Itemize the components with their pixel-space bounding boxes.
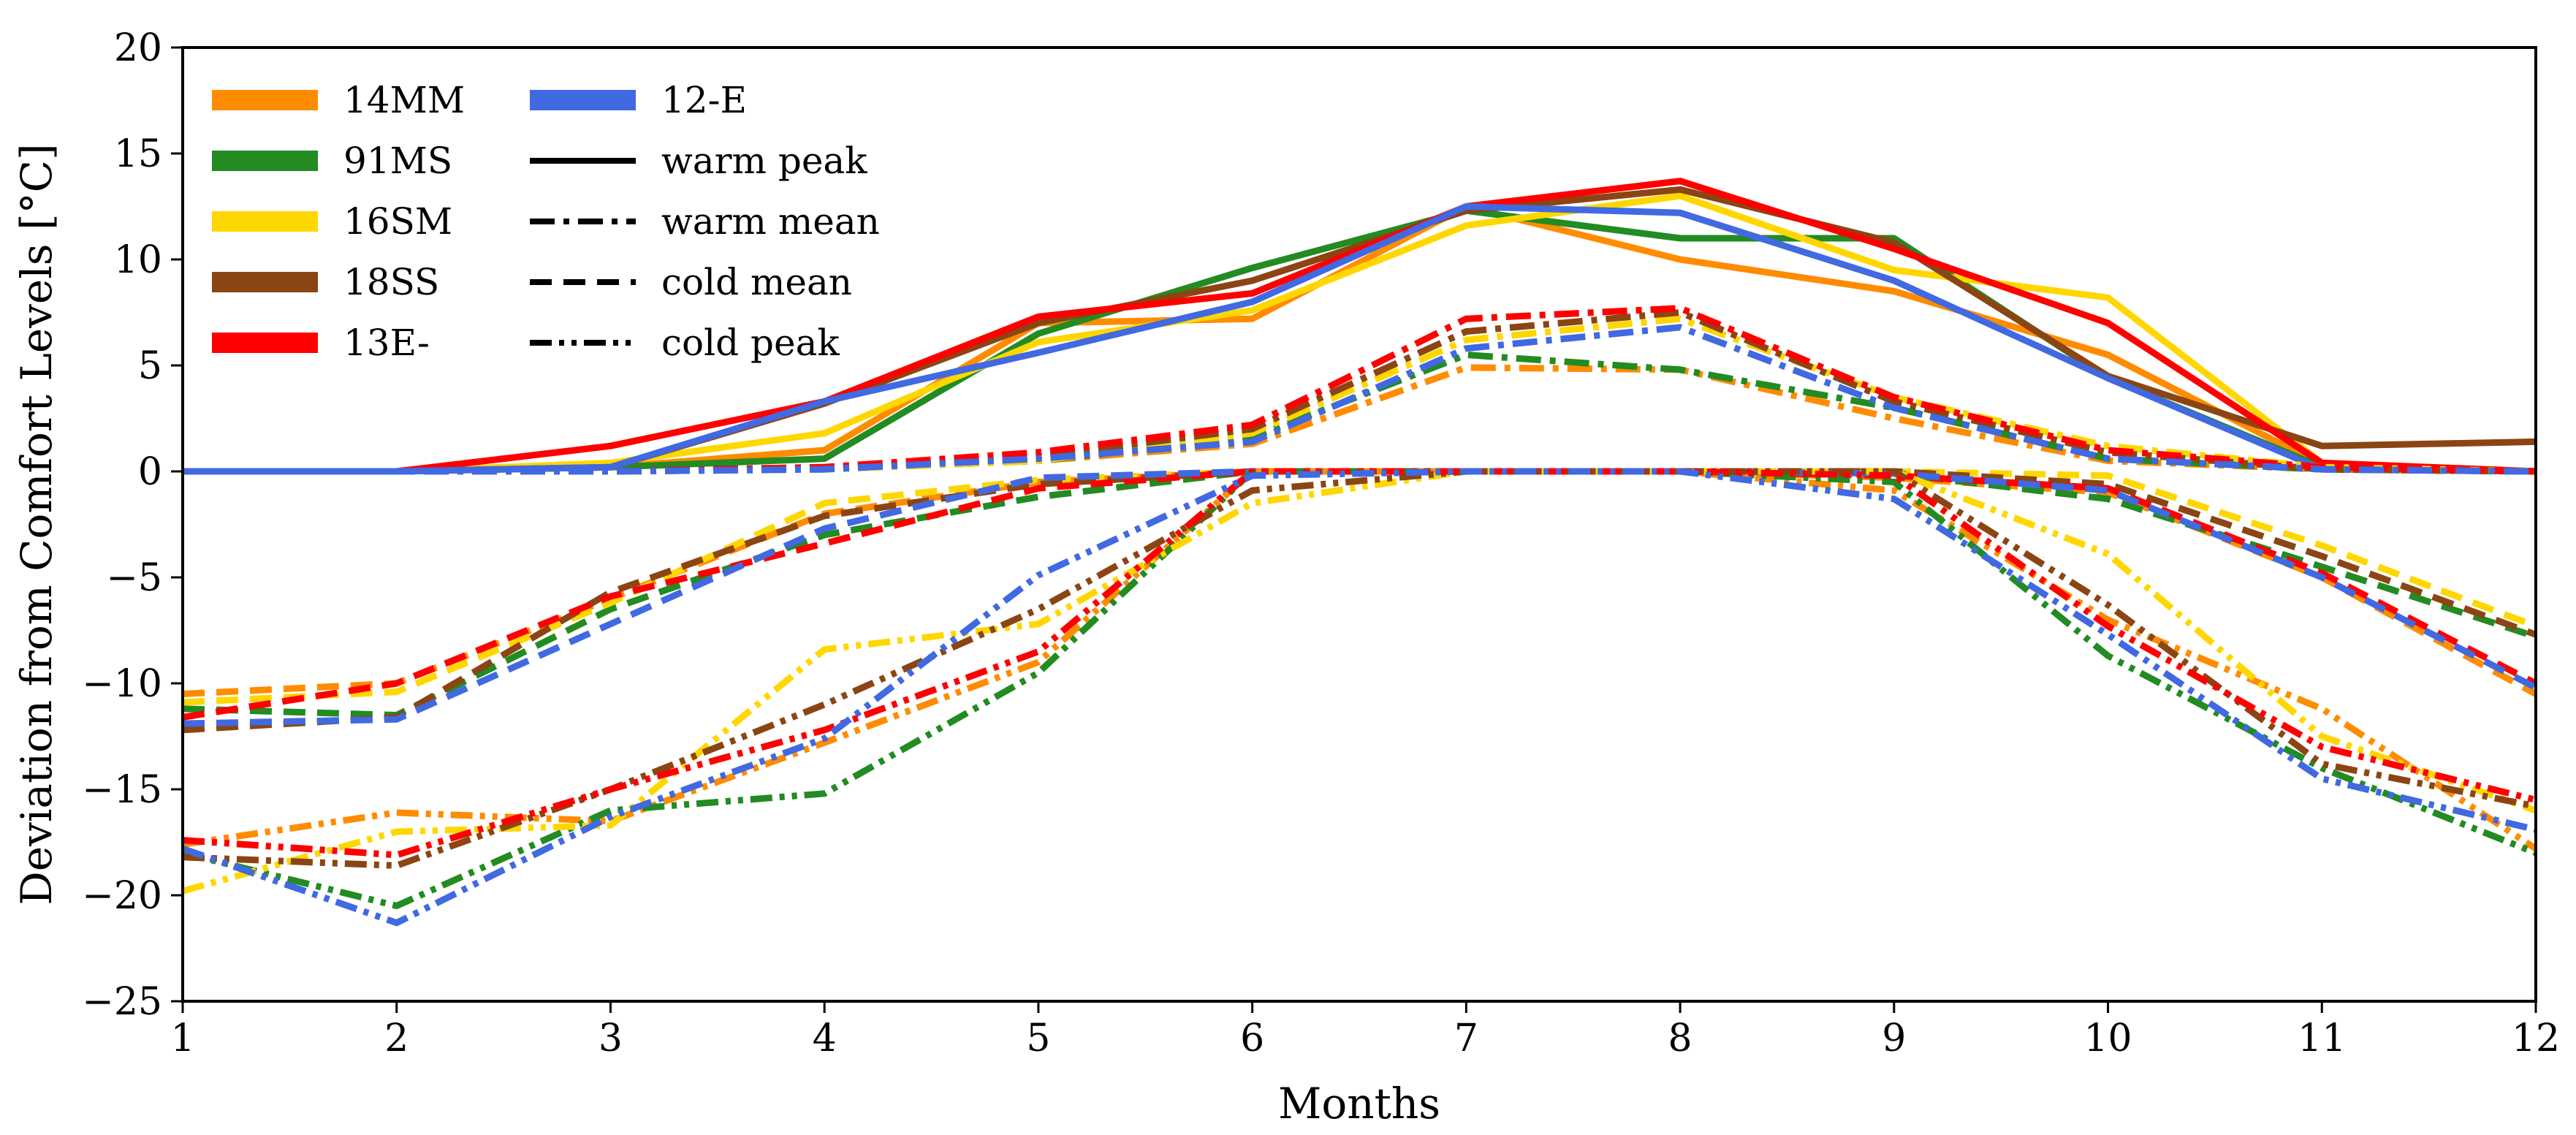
legend-label-18ss: 18SS [343, 261, 439, 303]
x-axis-title: Months [1278, 1079, 1440, 1128]
legend-label-16sm: 16SM [343, 200, 452, 243]
series-line-12-e-warm-mean [183, 324, 2537, 475]
y-tick-label: −5 [106, 556, 162, 600]
x-tick-label: 6 [1240, 1017, 1264, 1060]
legend-label-14mm: 14MM [343, 79, 465, 121]
x-tick-label: 7 [1454, 1017, 1478, 1060]
legend-label-13e: 13E- [343, 322, 430, 364]
series-line-16sm-warm-peak [183, 192, 2537, 475]
y-tick-label: 15 [114, 132, 162, 176]
series-line-12-e-cold-peak [181, 468, 2537, 927]
legend: 14MM 91MS 16SM 18SS 13E- 12-E warm peak warm me… [212, 79, 880, 364]
y-tick-label: −25 [82, 980, 162, 1024]
x-tick-label: 8 [1668, 1017, 1692, 1060]
x-tick-label: 12 [2512, 1017, 2560, 1060]
legend-label-cold-mean: cold mean [661, 261, 852, 303]
legend-swatch-14mm [212, 90, 318, 110]
legend-swatch-91ms [212, 151, 318, 171]
x-tick-label: 11 [2298, 1017, 2346, 1060]
legend-swatch-12-e [530, 90, 636, 110]
y-tick-label: 5 [138, 344, 162, 388]
x-tick-label: 1 [170, 1017, 194, 1060]
x-tick-label: 9 [1882, 1017, 1906, 1060]
y-tick-label: 10 [114, 238, 162, 282]
series-line-14mm-cold-peak [182, 468, 2538, 851]
series-line-16sm-cold-peak [181, 468, 2537, 895]
series-line-12-e-warm-peak [183, 203, 2537, 475]
series-line-13e-warm-peak [183, 178, 2537, 475]
legend-label-91ms: 91MS [343, 140, 452, 182]
y-tick-label: 0 [138, 450, 162, 494]
x-tick-label: 2 [384, 1017, 409, 1060]
y-tick-label: −20 [82, 874, 162, 918]
legend-swatch-18ss [212, 272, 318, 292]
legend-swatch-16sm [212, 211, 318, 232]
series-line-18ss-cold-peak [182, 468, 2537, 869]
legend-swatch-13e [212, 333, 318, 353]
legend-label-12-e: 12-E [661, 79, 747, 121]
series-layer [181, 178, 2538, 927]
y-tick-label: −15 [82, 768, 162, 812]
legend-label-warm-peak: warm peak [661, 140, 867, 182]
x-tick-label: 3 [599, 1017, 623, 1060]
legend-label-warm-mean: warm mean [661, 200, 880, 243]
y-tick-label: 20 [114, 26, 162, 70]
y-axis-title: Deviation from Comfort Levels [°C] [12, 143, 61, 905]
x-tick-label: 10 [2083, 1017, 2132, 1060]
legend-label-cold-peak: cold peak [661, 322, 840, 364]
plot-frame [181, 46, 2537, 1003]
x-tick-label: 5 [1026, 1017, 1050, 1060]
x-tick-label: 4 [813, 1017, 837, 1060]
y-tick-label: −10 [82, 662, 162, 706]
